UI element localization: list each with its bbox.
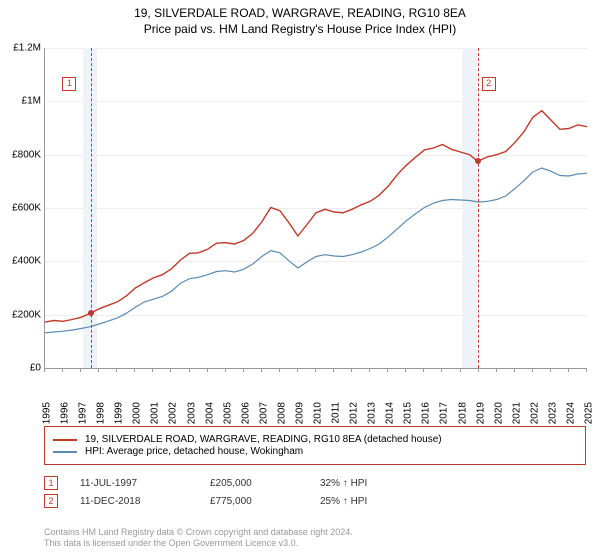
title-subtitle: Price paid vs. HM Land Registry's House … (0, 22, 600, 36)
chart-titles: 19, SILVERDALE ROAD, WARGRAVE, READING, … (0, 0, 600, 36)
x-axis-label: 2024 (565, 402, 576, 424)
x-axis-label: 1996 (60, 402, 71, 424)
x-axis-label: 2019 (475, 402, 486, 424)
x-axis-label: 2021 (511, 402, 522, 424)
x-axis-label: 2016 (421, 402, 432, 424)
x-axis-label: 2009 (294, 402, 305, 424)
x-axis-label: 2013 (367, 402, 378, 424)
x-axis-label: 2023 (547, 402, 558, 424)
transaction-row: 2 11-DEC-2018 £775,000 25% ↑ HPI (44, 494, 586, 508)
y-axis-label: £800K (12, 149, 41, 160)
y-axis-label: £600K (12, 203, 41, 214)
title-address: 19, SILVERDALE ROAD, WARGRAVE, READING, … (0, 6, 600, 20)
y-axis-label: £200K (12, 309, 41, 320)
x-axis-label: 2001 (150, 402, 161, 424)
transaction-price: £775,000 (210, 496, 320, 507)
legend-swatch (53, 439, 77, 441)
legend-item: 19, SILVERDALE ROAD, WARGRAVE, READING, … (53, 434, 577, 445)
x-axis-label: 2022 (529, 402, 540, 424)
footer-line: This data is licensed under the Open Gov… (44, 538, 586, 550)
x-axis-label: 2020 (493, 402, 504, 424)
chart-marker: 1 (62, 77, 76, 91)
x-axis-label: 2012 (349, 402, 360, 424)
x-axis-label: 1998 (96, 402, 107, 424)
transactions-table: 1 11-JUL-1997 £205,000 32% ↑ HPI 2 11-DE… (44, 472, 586, 512)
x-axis-label: 2000 (132, 402, 143, 424)
x-axis-label: 2003 (186, 402, 197, 424)
legend-label: HPI: Average price, detached house, Woki… (85, 446, 303, 457)
x-axis-labels: 1995199619971998199920002001200220032004… (44, 368, 586, 420)
legend-box: 19, SILVERDALE ROAD, WARGRAVE, READING, … (44, 426, 586, 465)
x-axis-label: 2008 (276, 402, 287, 424)
legend-item: HPI: Average price, detached house, Woki… (53, 446, 577, 457)
transaction-pct: 25% ↑ HPI (320, 496, 440, 507)
x-axis-label: 2015 (403, 402, 414, 424)
transaction-row: 1 11-JUL-1997 £205,000 32% ↑ HPI (44, 476, 586, 490)
x-axis-label: 2007 (258, 402, 269, 424)
x-axis-label: 2010 (313, 402, 324, 424)
y-axis-label: £1.2M (13, 43, 41, 54)
x-axis-label: 2005 (222, 402, 233, 424)
x-axis-label: 1997 (78, 402, 89, 424)
y-axis-label: £1M (22, 96, 41, 107)
transaction-price: £205,000 (210, 478, 320, 489)
x-axis-label: 2002 (168, 402, 179, 424)
legend-swatch (53, 451, 77, 453)
transaction-marker: 1 (44, 476, 58, 490)
y-axis-label: £0 (30, 363, 41, 374)
x-axis-label: 2018 (457, 402, 468, 424)
transaction-date: 11-DEC-2018 (80, 496, 210, 507)
transaction-date: 11-JUL-1997 (80, 478, 210, 489)
footer-line: Contains HM Land Registry data © Crown c… (44, 527, 586, 539)
transaction-marker: 2 (44, 494, 58, 508)
x-axis-label: 2025 (584, 402, 595, 424)
chart-marker: 2 (482, 77, 496, 91)
y-axis-label: £400K (12, 256, 41, 267)
x-axis-label: 2004 (204, 402, 215, 424)
x-axis-label: 2006 (240, 402, 251, 424)
transaction-pct: 32% ↑ HPI (320, 478, 440, 489)
footer-attribution: Contains HM Land Registry data © Crown c… (44, 527, 586, 550)
legend-label: 19, SILVERDALE ROAD, WARGRAVE, READING, … (85, 434, 442, 445)
x-axis-label: 2017 (439, 402, 450, 424)
chart-svg (45, 48, 587, 368)
x-axis-label: 1999 (114, 402, 125, 424)
x-axis-label: 2011 (331, 402, 342, 424)
x-axis-label: 1995 (42, 402, 53, 424)
x-axis-label: 2014 (385, 402, 396, 424)
price-chart: £0£200K£400K£600K£800K£1M£1.2M12 (44, 48, 587, 369)
